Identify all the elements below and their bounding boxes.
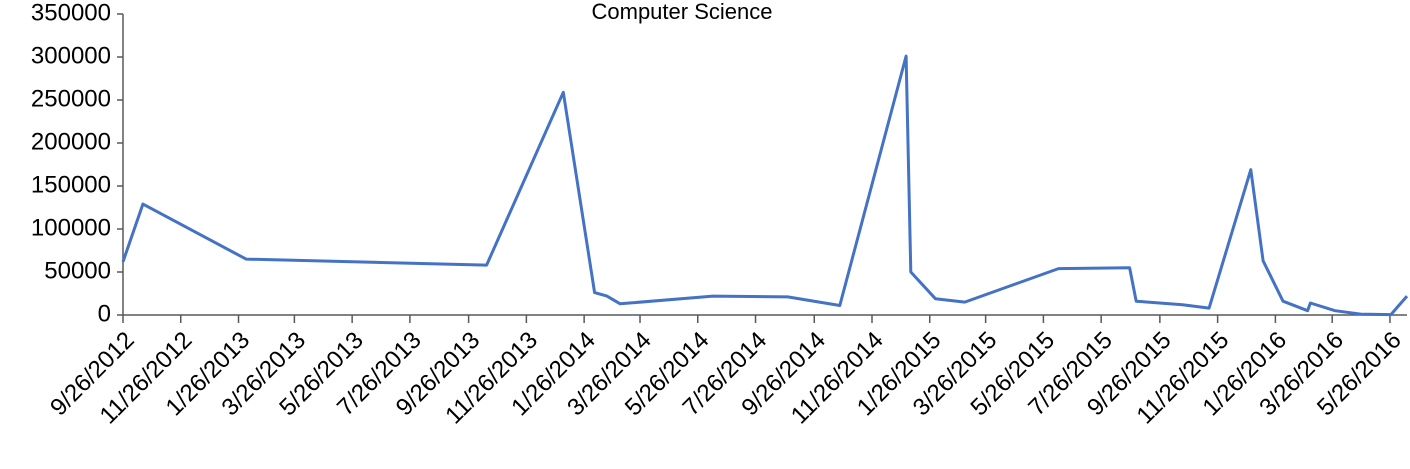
line — [121, 54, 1409, 317]
y-tick-label: 200000 — [31, 128, 111, 155]
chart-title: Computer Science — [592, 0, 773, 24]
y-tick-label: 0 — [98, 300, 111, 327]
y-tick-label: 50000 — [44, 257, 111, 284]
y-tick-label: 350000 — [31, 0, 111, 26]
y-tick-label: 150000 — [31, 171, 111, 198]
y-tick-label: 300000 — [31, 42, 111, 69]
y-tick-label: 250000 — [31, 85, 111, 112]
y-tick-label: 100000 — [31, 214, 111, 241]
